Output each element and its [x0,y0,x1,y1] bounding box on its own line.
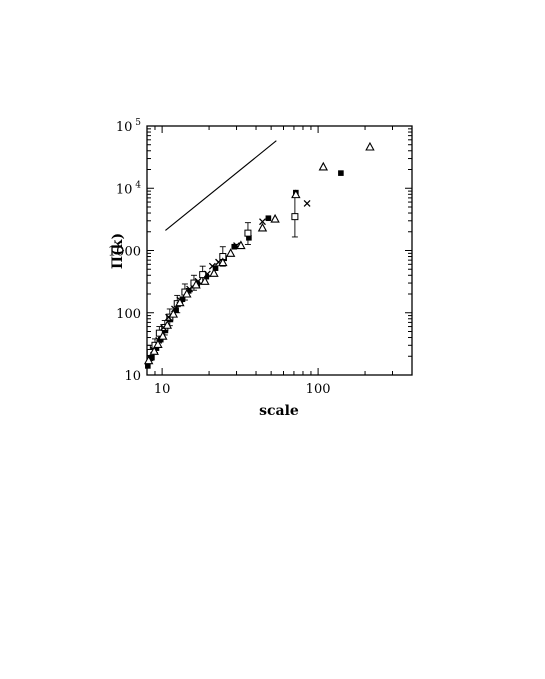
y-tick-label: 10 [124,369,141,384]
y-tick-label: 10 5 [116,118,141,135]
open-triangle-point [149,346,159,355]
y-axis-title: Π(k) [110,233,126,269]
y-tick-label-base: 10 [124,369,141,384]
axis-ticks [146,125,413,376]
open-square-point [291,213,299,221]
filled-square-point [212,265,219,271]
open-triangle-point [318,161,329,171]
y-tick-label: 10 4 [116,180,141,197]
open-triangle-point [257,222,268,232]
x-tick-label: 100 [306,382,331,397]
filled-square-point [246,234,252,241]
cross-stroke [303,199,311,207]
y-tick-label-exponent: 4 [132,180,141,190]
x-axis-title: scale [259,403,299,419]
open-triangle-point [209,268,219,277]
filled-square-point [265,215,272,222]
open-triangle-point [182,288,192,298]
cross-stroke [259,218,266,226]
cross-stroke [233,242,240,250]
open-triangle-point [191,279,201,289]
cross-stroke [208,262,216,270]
open-triangle-point [143,355,154,365]
cross-stroke [203,270,211,278]
filled-square-point [231,243,238,250]
open-triangle-point [291,189,301,199]
y-tick-label-base: 10 [116,182,133,197]
open-triangle-point [225,248,236,257]
cross-point [303,199,311,207]
open-triangle-point [218,257,228,267]
cross-point [259,218,266,226]
open-square-point [244,229,252,237]
x-tick-label: 10 [154,382,171,397]
cross-stroke [215,258,222,266]
cross-point [203,270,211,278]
open-triangle-point [158,331,168,340]
open-triangle-point [200,276,210,285]
y-tick-label: 1000 [108,245,141,260]
open-triangle-point [168,308,179,318]
open-square-point [199,271,207,279]
cross-point [208,262,216,270]
reference-line [165,140,277,231]
y-tick-label-exponent: 5 [132,118,141,128]
filled-square-point [179,296,186,303]
open-triangle-point [153,339,163,348]
plot-frame [146,125,413,376]
filled-square-point [338,170,344,176]
open-triangle-point [175,297,185,307]
open-triangle-point [162,320,173,329]
y-tick-label-base: 1000 [108,245,141,260]
open-triangle-point [270,213,280,223]
y-tick-label-base: 10 [116,120,133,135]
filled-square-point [149,354,155,361]
filled-square-point [145,363,151,369]
open-triangle-point [236,240,246,250]
open-triangle-point [365,141,375,151]
reference-line-segment [165,140,277,231]
y-tick-label-base: 100 [116,307,141,322]
data-marks [143,141,375,369]
filled-square-point [203,273,210,280]
y-tick-label: 100 [116,307,141,322]
